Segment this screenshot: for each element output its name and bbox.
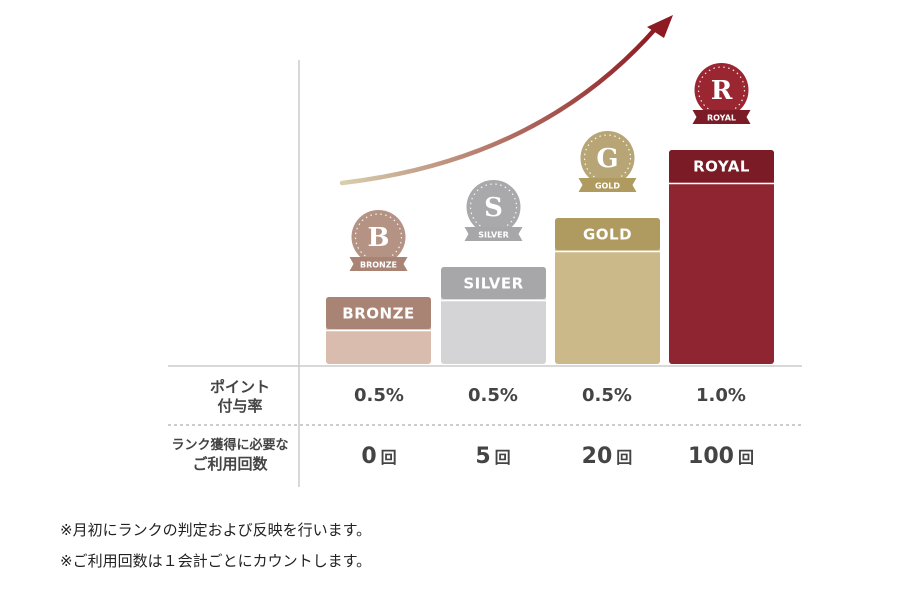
note-usage-count: ※ご利用回数は１会計ごとにカウントします。 [60, 552, 372, 570]
medal-gold-icon: G GOLD [578, 131, 637, 192]
medal-disc [351, 210, 406, 264]
bar-label-royal: ROYAL [693, 158, 750, 176]
count-value: 0 [361, 444, 377, 469]
bar-royal [669, 150, 774, 364]
medal-silver-icon: S SILVER [464, 180, 523, 241]
medal-ribbon-label: SILVER [478, 231, 509, 240]
medal-letter: B [368, 223, 390, 253]
count-gold: 20 回 [550, 444, 664, 469]
count-header-line1: ランク獲得に必要な [171, 438, 289, 453]
rate-silver: 0.5% [468, 385, 518, 406]
medal-ribbon-label: ROYAL [707, 114, 736, 123]
medal-letter: G [596, 144, 618, 174]
rate-header-line2: 付与率 [217, 397, 263, 415]
count-row-header: ランク獲得に必要な ご利用回数 [160, 436, 300, 474]
note-rank-judgement: ※月初にランクの判定および反映を行います。 [60, 521, 372, 539]
count-header-line2: ご利用回数 [192, 455, 268, 473]
medal-letter: R [711, 76, 733, 106]
growth-arrow [339, 25, 659, 186]
bar-cap-royal [669, 150, 774, 182]
rate-header-line1: ポイント [209, 378, 270, 396]
medal-ribbon [578, 178, 637, 192]
medal-ribbon [349, 257, 408, 271]
growth-arrow-head [647, 15, 673, 38]
medal-ribbon-label: BRONZE [360, 261, 397, 270]
bar-group: BRONZE B BRONZE SILVER S SILVER GOLD G GOLD ROYAL… [326, 63, 774, 364]
count-unit: 回 [380, 448, 397, 467]
count-royal: 100 回 [664, 444, 778, 469]
bar-cap-silver [441, 267, 546, 299]
medal-ribbon [464, 227, 523, 241]
count-unit: 回 [737, 448, 754, 467]
medal-disc [580, 131, 635, 185]
bar-gold [555, 218, 660, 364]
medal-royal-icon: R ROYAL [692, 63, 751, 124]
medal-ribbon [692, 110, 751, 124]
count-unit: 回 [494, 448, 511, 467]
medal-letter: S [484, 193, 503, 223]
count-value: 5 [475, 444, 491, 469]
count-value: 20 [581, 444, 613, 469]
medal-bronze-icon: B BRONZE [349, 210, 408, 271]
bar-label-gold: GOLD [583, 226, 632, 244]
rate-row-header: ポイント 付与率 [190, 378, 290, 416]
count-value: 100 [688, 444, 734, 469]
bar-cap-bronze [326, 297, 431, 329]
bar-label-bronze: BRONZE [342, 305, 414, 323]
rate-gold: 0.5% [582, 385, 632, 406]
medal-disc [694, 63, 749, 117]
medal-ribbon-label: GOLD [595, 182, 620, 191]
bar-label-silver: SILVER [463, 275, 523, 293]
bar-cap-gold [555, 218, 660, 250]
medal-disc [466, 180, 521, 234]
rate-bronze: 0.5% [354, 385, 404, 406]
rate-royal: 1.0% [696, 385, 746, 406]
count-unit: 回 [616, 448, 633, 467]
